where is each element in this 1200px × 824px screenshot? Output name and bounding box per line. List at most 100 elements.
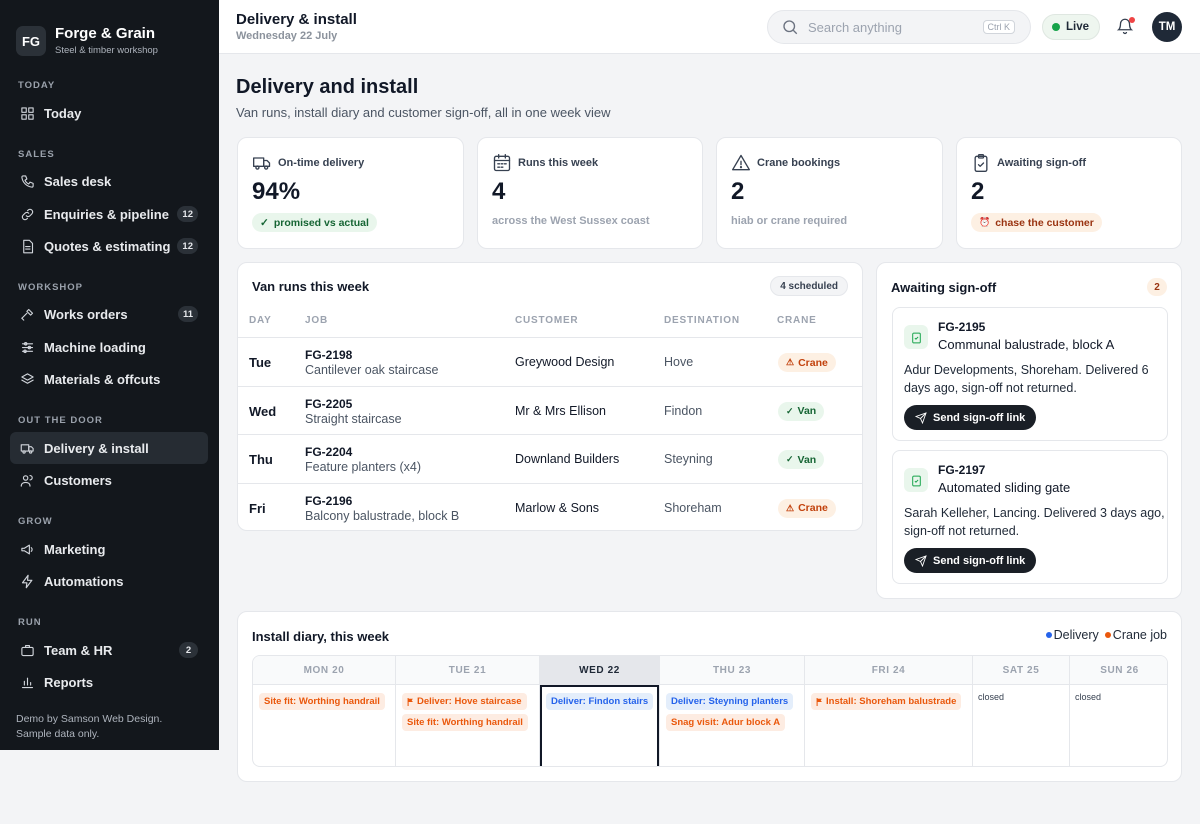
diary-day-mon-20[interactable]: MON 20 Site fit: Worthing handrail <box>253 656 396 766</box>
column-header-crane: CRANE <box>777 315 817 326</box>
signoff-job-id: FG-2195 <box>938 320 986 334</box>
crane-badge-text: Van <box>797 405 817 417</box>
panel-title: Van runs this week <box>252 279 370 294</box>
sidebar-item-quotes-estimating[interactable]: Quotes & estimating 12 <box>10 230 208 262</box>
diary-event[interactable]: Deliver: Hove staircase <box>402 693 527 710</box>
warning-icon: ⚠ <box>786 357 795 367</box>
sidebar-item-machine-loading[interactable]: Machine loading <box>10 331 208 363</box>
sidebar-item-team-hr[interactable]: Team & HR 2 <box>10 634 208 666</box>
check-icon: ✓ <box>786 454 794 464</box>
crane-badge-text: Crane <box>798 356 828 369</box>
hammer-icon <box>20 307 35 322</box>
nav-section-run: RUN <box>18 617 42 628</box>
stat-label: Awaiting sign-off <box>971 153 1086 173</box>
table-row[interactable]: Wed FG-2205 Straight staircase Mr & Mrs Ell… <box>238 385 862 434</box>
diary-event[interactable]: Site fit: Worthing handrail <box>259 693 385 710</box>
stat-label: On-time delivery <box>252 153 364 173</box>
diary-event-label: Install: Shoreham balustrade <box>826 696 957 707</box>
link-icon <box>20 207 35 222</box>
sidebar-item-marketing[interactable]: Marketing <box>10 533 208 565</box>
button-label: Send sign-off link <box>933 411 1026 424</box>
flag-icon <box>816 697 822 706</box>
avatar[interactable]: TM <box>1152 12 1182 42</box>
search-input[interactable]: Search anything Ctrl K <box>767 10 1031 44</box>
phone-icon <box>20 174 35 189</box>
stat-card-runs: Runs this week 4 across the West Sussex … <box>477 137 703 249</box>
sidebar-item-reports[interactable]: Reports <box>10 666 208 698</box>
send-signoff-link-button[interactable]: Send sign-off link <box>904 405 1037 430</box>
sidebar-item-enquiries-pipeline[interactable]: Enquiries & pipeline 12 <box>10 198 208 230</box>
row-job-id: FG-2196 <box>305 493 353 508</box>
sidebar-item-automations[interactable]: Automations <box>10 565 208 597</box>
sidebar-item-today[interactable]: Today <box>10 97 208 129</box>
brand[interactable]: FG Forge & Grain Steel & timber workshop <box>0 0 219 64</box>
row-job-id: FG-2204 <box>305 445 353 459</box>
closed-label: closed <box>978 692 1005 702</box>
page-subtitle: Van runs, install diary and customer sig… <box>236 105 611 120</box>
brand-name: Forge & Grain <box>55 25 156 42</box>
diary-event[interactable]: Site fit: Worthing handrail <box>402 714 528 731</box>
diary-event[interactable]: Install: Shoreham balustrade <box>811 693 962 710</box>
bell-icon <box>1116 18 1134 35</box>
signoff-description: Adur Developments, Shoreham. Delivered 6… <box>904 363 1149 395</box>
row-job-desc: Cantilever oak staircase <box>305 363 439 377</box>
stat-label-text: On-time delivery <box>278 157 365 169</box>
calendar-icon <box>493 154 511 172</box>
sidebar-item-materials-offcuts[interactable]: Materials & offcuts <box>10 363 208 395</box>
signoff-panel: Awaiting sign-off 2 FG-2195 Communal balu… <box>876 262 1182 599</box>
legend-item-crane: Crane job <box>1112 628 1167 642</box>
signoff-count-badge: 2 <box>1147 278 1167 296</box>
stat-note: across the West Sussex coast <box>492 215 650 227</box>
count-badge: 12 <box>177 238 198 254</box>
count-badge: 2 <box>179 642 198 658</box>
sidebar-item-sales-desk[interactable]: Sales desk <box>10 165 208 197</box>
diary-event-label: Site fit: Worthing handrail <box>407 717 523 728</box>
panel-title: Awaiting sign-off <box>891 280 997 295</box>
row-job-desc: Feature planters (x4) <box>305 460 422 474</box>
crane-badge-text: Crane <box>798 502 828 514</box>
topbar-date: Wednesday 22 July <box>236 30 338 42</box>
document-icon <box>20 239 35 254</box>
sidebar-item-delivery-install[interactable]: Delivery & install <box>10 432 208 464</box>
diary-day-fri-24[interactable]: FRI 24 Install: Shoreham balustrade <box>805 656 973 766</box>
sidebar-item-label: Today <box>44 105 82 121</box>
diary-event[interactable]: Snag visit: Adur block A <box>666 714 786 731</box>
send-signoff-link-button[interactable]: Send sign-off link <box>904 548 1037 573</box>
sidebar-item-works-orders[interactable]: Works orders 11 <box>10 298 208 330</box>
button-label: Send sign-off link <box>933 554 1026 567</box>
row-destination: Shoreham <box>664 500 722 515</box>
diary-event[interactable]: Deliver: Findon stairs <box>546 693 654 710</box>
diary-day-sat-25[interactable]: SAT 25 closed <box>973 656 1070 766</box>
stat-label-text: Awaiting sign-off <box>997 157 1087 169</box>
footer-line-2: Sample data only. <box>16 728 100 740</box>
row-customer: Greywood Design <box>515 355 615 369</box>
search-icon <box>783 20 798 35</box>
topbar: Delivery & install Wednesday 22 July Sea… <box>219 0 1200 54</box>
diary-event[interactable]: Deliver: Steyning planters <box>666 693 794 710</box>
diary-day-wed-22[interactable]: WED 22 Deliver: Findon stairs <box>540 656 660 766</box>
table-row[interactable]: Tue FG-2198 Cantilever oak staircase Greywo… <box>238 337 862 385</box>
row-destination: Steyning <box>664 452 713 466</box>
sliders-icon <box>20 340 35 355</box>
nav-section-workshop: WORKSHOP <box>18 282 83 293</box>
diary-event-label: Site fit: Worthing handrail <box>264 696 380 707</box>
live-toggle[interactable]: Live <box>1042 14 1101 40</box>
status-badge[interactable]: ⏰ chase the customer <box>971 213 1102 232</box>
nav-section-today: TODAY <box>18 80 56 91</box>
signoff-description: Sarah Kelleher, Lancing. Delivered 3 day… <box>904 506 1165 538</box>
diary-day-thu-23[interactable]: THU 23 Deliver: Steyning planters Snag vis… <box>660 656 805 766</box>
diary-day-tue-21[interactable]: TUE 21 Deliver: Hove staircase Site fit: W… <box>396 656 540 766</box>
notifications-button[interactable] <box>1116 17 1136 37</box>
sidebar-item-label: Delivery & install <box>44 440 149 456</box>
check-icon: ✓ <box>786 405 794 416</box>
check-icon: ✓ <box>260 216 269 229</box>
diary-day-header: FRI 24 <box>805 656 972 685</box>
diary-day-sun-26[interactable]: SUN 26 closed <box>1070 656 1167 766</box>
clipboard-check-icon <box>904 468 928 492</box>
table-row[interactable]: Thu FG-2204 Feature planters (x4) Downland … <box>238 434 862 482</box>
flag-icon <box>407 697 413 706</box>
table-row[interactable]: Fri FG-2196 Balcony balustrade, block B Mar… <box>238 482 862 531</box>
crane-badge-text: Van <box>797 453 817 466</box>
sidebar-item-customers[interactable]: Customers <box>10 464 208 496</box>
row-job-desc: Balcony balustrade, block B <box>305 508 460 523</box>
